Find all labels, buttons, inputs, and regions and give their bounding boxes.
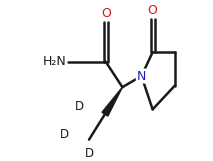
Text: D: D — [75, 100, 84, 113]
Text: O: O — [101, 7, 111, 20]
Text: O: O — [148, 4, 158, 17]
Text: H₂N: H₂N — [43, 55, 67, 68]
Text: D: D — [60, 128, 69, 141]
Text: D: D — [84, 147, 94, 160]
Polygon shape — [102, 87, 122, 116]
Text: N: N — [137, 70, 146, 83]
